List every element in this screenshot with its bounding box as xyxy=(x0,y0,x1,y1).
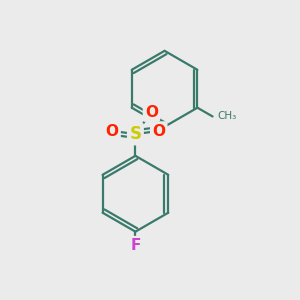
Text: O: O xyxy=(152,124,165,139)
Text: S: S xyxy=(129,125,141,143)
Text: O: O xyxy=(106,124,118,139)
Text: O: O xyxy=(145,105,158,120)
Text: CH₃: CH₃ xyxy=(218,112,237,122)
Text: F: F xyxy=(130,238,141,253)
